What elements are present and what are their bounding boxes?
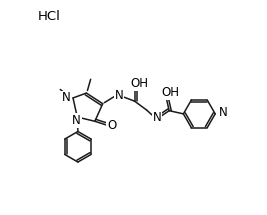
Text: N: N: [218, 106, 227, 119]
Text: N: N: [152, 111, 161, 124]
Text: N: N: [72, 114, 81, 127]
Text: OH: OH: [131, 77, 149, 90]
Text: OH: OH: [162, 86, 180, 99]
Text: O: O: [107, 120, 116, 132]
Text: N: N: [115, 89, 123, 102]
Text: N: N: [62, 91, 70, 104]
Text: HCl: HCl: [38, 10, 61, 23]
